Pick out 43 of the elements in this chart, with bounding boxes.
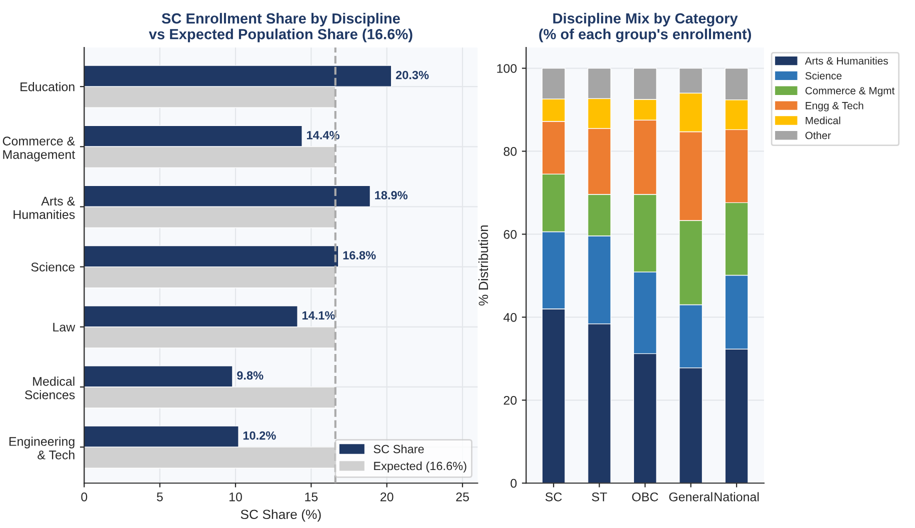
chart-title: Discipline Mix by Category (% of each group's enrollment) [539, 12, 752, 42]
legend-label: Commerce & Mgmt [805, 87, 895, 96]
x-tick-label: 5 [156, 492, 163, 502]
y-tick-label: Commerce & Management [2, 136, 76, 162]
data-label: 14.4% [307, 130, 340, 140]
x-tick-label: National [714, 492, 759, 502]
x-tick-label: General [669, 492, 712, 502]
y-tick-label: 60 [504, 230, 517, 239]
y-tick-label: 0 [510, 478, 517, 488]
legend-label: Medical [806, 116, 840, 124]
y-axis-title: % Distribution [478, 225, 488, 306]
x-tick-label: 0 [81, 492, 88, 502]
y-tick-label: Medical Sciences [25, 376, 75, 400]
x-tick-label: 10 [230, 492, 242, 502]
data-label: 14.1% [302, 311, 335, 320]
legend-label: Arts & Humanities [804, 56, 888, 65]
data-label: 9.8% [237, 371, 264, 380]
chart-title: SC Enrollment Share by Discipline vs Expected Population Share (16.6%) [148, 12, 412, 42]
x-tick-label: 15 [305, 492, 318, 502]
x-axis-title: SC Share (%) [240, 509, 321, 522]
legend-label: SC Share [374, 444, 424, 454]
legend-label: Engg & Tech [806, 102, 864, 112]
legend-label: Science [805, 72, 842, 80]
y-tick-label: Engineering & Tech [9, 436, 74, 460]
x-tick-label: ST [592, 492, 608, 502]
y-tick-label: Law [53, 322, 76, 332]
y-tick-label: 40 [503, 312, 517, 322]
y-tick-label: 20 [504, 396, 517, 405]
x-tick-label: OBC [632, 492, 658, 502]
y-tick-label: 100 [497, 64, 517, 73]
data-label: 16.8% [343, 251, 376, 260]
y-tick-label: Education [20, 82, 74, 92]
y-tick-label: 80 [504, 147, 517, 156]
legend-label: Other [805, 131, 831, 140]
y-tick-label: Science [31, 262, 75, 272]
x-tick-label: 25 [456, 492, 469, 502]
y-tick-label: Arts & Humanities [14, 196, 75, 220]
x-tick-label: 20 [380, 492, 394, 502]
data-label: 20.3% [396, 70, 429, 80]
legend-label: Expected (16.6%) [374, 461, 466, 472]
x-tick-label: SC [545, 492, 562, 502]
data-label: 18.9% [375, 191, 408, 200]
data-label: 10.2% [243, 431, 276, 440]
